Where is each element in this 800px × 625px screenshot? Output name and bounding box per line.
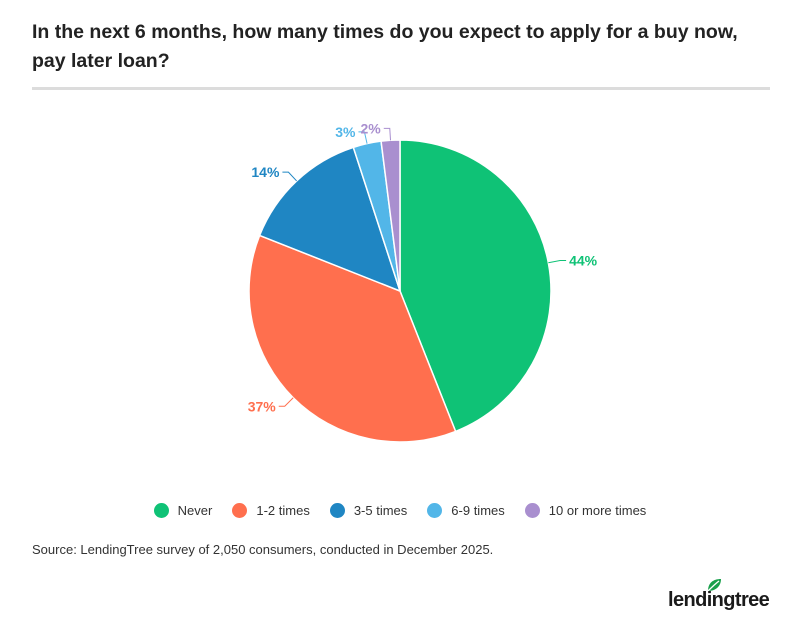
- leader-line: [383, 127, 392, 141]
- lendingtree-logo: lendingtree: [668, 579, 778, 614]
- legend-item: 1-2 times: [232, 503, 310, 518]
- pie-chart: 44% 37% 14% 3% 2%: [248, 120, 598, 443]
- data-label: 14%: [251, 164, 280, 180]
- data-label: 3%: [335, 124, 356, 140]
- logo-text: lendingtree: [668, 589, 770, 611]
- legend-label: 6-9 times: [451, 503, 505, 518]
- legend-item: 3-5 times: [329, 503, 408, 518]
- legend-swatch: [427, 503, 443, 518]
- legend-swatch: [153, 503, 169, 518]
- legend-swatch: [232, 503, 248, 518]
- leaf-icon: [707, 579, 721, 592]
- data-label: 37%: [248, 398, 277, 414]
- legend-label: 1-2 times: [256, 503, 310, 518]
- leader-line: [548, 259, 567, 264]
- legend-label: 3-5 times: [353, 503, 408, 518]
- source-note: Source: LendingTree survey of 2,050 cons…: [32, 542, 494, 557]
- data-label: 2%: [361, 120, 382, 136]
- leader-line: [358, 131, 368, 144]
- pie-slice-10-or-more-times: [380, 139, 401, 292]
- legend-label: Never: [177, 503, 213, 518]
- leader-line: [282, 171, 297, 182]
- legend-item: Never: [153, 503, 213, 518]
- legend-item: 10 or more times: [524, 503, 647, 518]
- legend: Never 1-2 times 3-5 times 6-9 times 10 or mo…: [0, 503, 800, 518]
- pie-slice-never: [399, 139, 552, 433]
- data-label: 44%: [569, 252, 598, 268]
- legend-item: 6-9 times: [427, 503, 505, 518]
- chart-title: In the next 6 months, how many times do …: [32, 21, 738, 72]
- legend-label: 10 or more times: [548, 503, 647, 518]
- legend-swatch: [524, 503, 540, 518]
- pie-slice-1-2-times: [248, 234, 457, 443]
- legend-swatch: [329, 503, 345, 518]
- title-divider: [32, 87, 770, 90]
- leader-line: [278, 397, 294, 407]
